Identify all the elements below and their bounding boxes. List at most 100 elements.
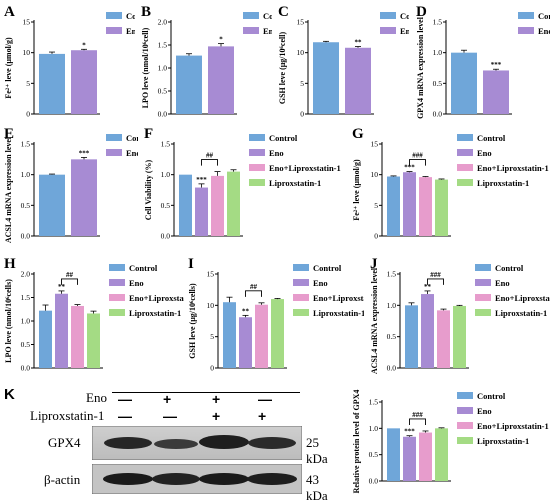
bracket-label: ###	[412, 411, 423, 419]
bracket-label: ##	[206, 152, 214, 160]
panel-letter-b: B	[141, 4, 151, 20]
bar-control	[39, 53, 65, 114]
legend-swatch-eno-liproxstatin-1	[109, 294, 125, 301]
y-tick-label: 10	[371, 170, 379, 179]
legend-swatch-control	[109, 264, 125, 271]
bar-control	[451, 52, 477, 114]
chart-h: H LPO leve (nmol/10⁶cells) 0.0 0.5 1.0 1.5 2.0…	[4, 256, 184, 373]
panel-letter-c: C	[278, 4, 289, 20]
legend-label-eno-liproxstatin-1: Eno+Liproxstatin-1	[313, 293, 364, 303]
y-axis-label: ACSL4 mRNA expression level	[4, 136, 13, 243]
bar-control	[39, 174, 65, 236]
legend-label-eno: Eno	[477, 406, 492, 416]
y-tick-label: 0	[210, 364, 214, 373]
y-tick-label: 0.0	[161, 232, 171, 241]
bar-eno	[403, 436, 416, 481]
y-tick-label: 0.0	[369, 477, 379, 486]
legend-swatch-liproxstatin-1	[109, 309, 125, 316]
y-tick-label: 1.5	[21, 293, 31, 302]
significance-label: **	[58, 283, 66, 291]
y-tick-label: 0.5	[21, 340, 31, 349]
legend-swatch-eno	[457, 149, 473, 156]
y-tick-label: 1.5	[433, 18, 443, 27]
legend-label-eno: Eno	[269, 148, 284, 158]
legend-swatch-liproxstatin-1	[249, 179, 265, 186]
bar-liproxstatin-1	[227, 171, 240, 236]
legend-swatch-eno	[249, 149, 265, 156]
bar-eno	[345, 47, 371, 115]
legend-label-liproxstatin-1: Liproxstatin-1	[313, 308, 364, 318]
eno-sign-2: +	[163, 391, 172, 407]
y-tick-label: 1.0	[21, 317, 31, 326]
legend-label-control: Control	[477, 133, 506, 143]
legend-swatch-eno	[380, 27, 396, 34]
legend-label-eno-liproxstatin-1: Eno+Liproxstatin-1	[495, 293, 550, 303]
y-tick-label: 5	[300, 79, 304, 88]
bracket-label: ##	[250, 283, 258, 291]
legend-swatch-control	[106, 134, 122, 141]
legend-swatch-eno	[109, 279, 125, 286]
legend-label-eno: Eno	[400, 26, 409, 36]
chart-a: A Fe²⁺ leve (μmol/g) 0 5 10 15 * Control Eno	[4, 4, 135, 119]
y-tick-label: 0.5	[387, 332, 397, 341]
significance-bracket	[201, 159, 218, 166]
y-tick-label: 10	[23, 48, 31, 57]
legend-swatch-eno-liproxstatin-1	[475, 294, 491, 301]
legend-label-control: Control	[126, 133, 138, 143]
y-tick-label: 10	[207, 301, 215, 310]
y-axis-label: LPO leve (nmol/10⁶cell)	[141, 27, 150, 108]
y-tick-label: 1.0	[21, 170, 31, 179]
bracket-label: ##	[66, 271, 74, 279]
legend-label-eno: Eno	[126, 148, 138, 158]
significance-bracket	[245, 290, 262, 297]
bar-eno-liproxstatin-1	[419, 177, 432, 236]
significance-bracket	[409, 159, 426, 166]
legend-label-control: Control	[538, 11, 550, 21]
y-tick-label: 1.0	[158, 64, 168, 73]
liproxstatin-row-label: Liproxstatin-1	[30, 408, 105, 423]
lip-sign-3: +	[212, 408, 221, 424]
y-axis-label: Relative protein level of GPX4	[352, 390, 361, 494]
lip-sign-4: +	[258, 408, 267, 424]
y-tick-label: 1.0	[369, 424, 379, 433]
bar-eno-liproxstatin-1	[71, 305, 84, 368]
y-tick-label: 1.5	[387, 270, 397, 279]
legend-swatch-liproxstatin-1	[457, 437, 473, 444]
significance-bracket	[427, 278, 444, 285]
panel-letter-a: A	[4, 4, 15, 20]
bracket-label: ###	[412, 152, 423, 160]
legend-label-eno: Eno	[126, 26, 135, 36]
legend-label-eno-liproxstatin-1: Eno+Liproxstatin-1	[129, 293, 184, 303]
bar-eno	[483, 70, 509, 114]
legend-label-eno-liproxstatin-1: Eno+Liproxstatin-1	[269, 163, 341, 173]
y-tick-label: 1.0	[161, 170, 171, 179]
legend-label-eno: Eno	[313, 278, 328, 288]
legend-swatch-control	[518, 12, 534, 19]
legend-label-liproxstatin-1: Liproxstatin-1	[495, 308, 547, 318]
y-axis-label: GPX4 mRNA expression level	[416, 16, 425, 119]
legend-swatch-eno-liproxstatin-1	[457, 422, 473, 429]
legend-swatch-eno-liproxstatin-1	[457, 164, 473, 171]
chart-b: B LPO leve (nmol/10⁶cell) 0.0 0.5 1.0 1.5 2.0 *…	[141, 4, 272, 119]
bar-liproxstatin-1	[87, 313, 100, 368]
bar-liproxstatin-1	[271, 299, 284, 368]
legend-swatch-control	[106, 12, 122, 19]
bar-eno	[195, 187, 208, 236]
bar-liproxstatin-1	[435, 179, 448, 236]
y-tick-label: 0.5	[433, 79, 443, 88]
chart-i: I GSH leve (μg/10⁶cells) 0 5 10 15 ** ## Control…	[188, 256, 364, 373]
bar-liproxstatin-1	[435, 428, 448, 481]
legend-label-control: Control	[269, 133, 298, 143]
legend-swatch-liproxstatin-1	[457, 179, 473, 186]
y-axis-label: Cell Viability (%)	[144, 159, 153, 220]
significance-label: **	[424, 283, 432, 291]
bar-control	[387, 428, 400, 481]
legend-label-eno: Eno	[495, 278, 510, 288]
legend-swatch-control	[457, 392, 473, 399]
y-tick-label: 0	[26, 110, 30, 119]
actin-blot-image	[92, 464, 302, 494]
eno-sign-4: —	[258, 391, 272, 407]
bar-control	[179, 174, 192, 236]
legend-label-control: Control	[263, 11, 272, 21]
